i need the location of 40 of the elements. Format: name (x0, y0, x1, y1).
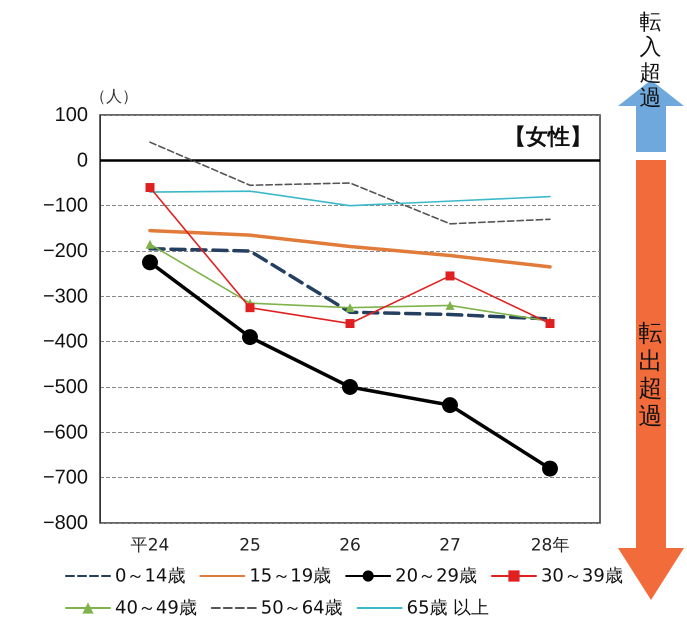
point (246, 303, 254, 312)
y-axis-title: （人） (90, 88, 138, 106)
y-tick-label: −400 (42, 330, 88, 353)
legend-label: 40～49歳 (115, 598, 197, 618)
y-tick-label: −700 (42, 466, 88, 489)
y-tick-label: −500 (42, 376, 88, 398)
x-tick-label: 26 (339, 536, 361, 556)
y-tick-label: −800 (42, 512, 88, 534)
point (442, 397, 458, 414)
point (146, 240, 154, 249)
legend-label: 0～14歳 (115, 566, 186, 586)
y-tick-label: 100 (54, 104, 88, 126)
point (142, 254, 158, 270)
point (542, 460, 558, 477)
legend-label: 65歳 以上 (406, 598, 490, 618)
point (242, 329, 258, 346)
x-tick-label: 27 (439, 536, 461, 556)
x-tick-label: 28年 (530, 536, 570, 556)
point (146, 183, 154, 192)
y-tick-label: 0 (76, 149, 88, 172)
y-tick-label: −300 (42, 285, 88, 308)
annotation: 【女性】 (504, 124, 592, 152)
point (546, 319, 554, 328)
point (446, 271, 454, 280)
x-tick-label: 25 (239, 536, 261, 556)
text: 転出超過 (638, 319, 664, 430)
point (346, 303, 354, 312)
legend-label: 20～29歳 (395, 566, 477, 586)
y-tick-label: −600 (42, 421, 88, 444)
legend-label: 30～39歳 (540, 566, 623, 586)
y-tick-label: −200 (42, 240, 88, 262)
point (342, 379, 358, 395)
line-series (148, 228, 552, 269)
x-tick-label: 平24 (130, 536, 170, 556)
text: 転入超過 (639, 10, 662, 112)
legend-label: 15～19歳 (249, 566, 332, 586)
legend-label: 50～64歳 (260, 598, 343, 618)
point (346, 319, 354, 328)
point (446, 300, 454, 310)
y-tick-label: −100 (42, 194, 88, 217)
